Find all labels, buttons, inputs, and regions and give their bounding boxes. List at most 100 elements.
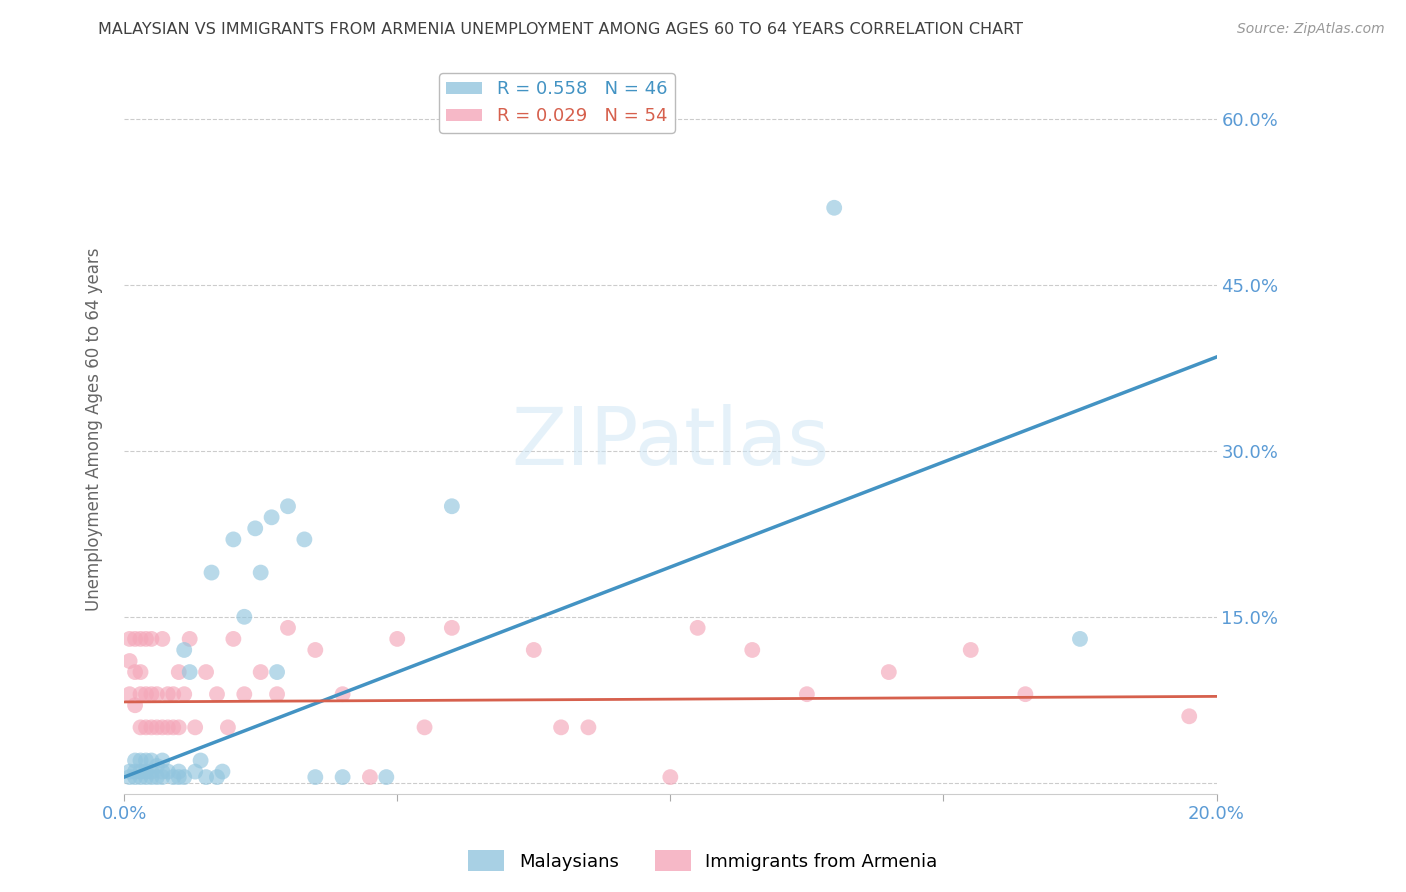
Point: [222, 533, 245, 547]
Point: [823, 201, 845, 215]
Point: [277, 621, 299, 635]
Point: [1069, 632, 1091, 646]
Point: [277, 500, 299, 514]
Point: [146, 770, 169, 784]
Point: [129, 632, 152, 646]
Point: [375, 770, 398, 784]
Point: [150, 632, 173, 646]
Point: [150, 770, 173, 784]
Point: [118, 770, 141, 784]
Point: [146, 687, 169, 701]
Point: [260, 510, 283, 524]
Point: [146, 720, 169, 734]
Point: [124, 770, 146, 784]
Point: [162, 720, 184, 734]
Point: [150, 720, 173, 734]
Point: [124, 698, 146, 713]
Point: [129, 720, 152, 734]
Point: [959, 643, 981, 657]
Point: [150, 764, 173, 779]
Point: [141, 764, 163, 779]
Point: [190, 754, 212, 768]
Point: [135, 764, 157, 779]
Point: [141, 770, 163, 784]
Point: [413, 720, 436, 734]
Point: [135, 754, 157, 768]
Point: [118, 654, 141, 668]
Point: [200, 566, 222, 580]
Point: [146, 759, 169, 773]
Point: [156, 720, 179, 734]
Point: [659, 770, 682, 784]
Point: [162, 687, 184, 701]
Point: [211, 764, 233, 779]
Point: [173, 643, 195, 657]
Point: [118, 632, 141, 646]
Point: [266, 687, 288, 701]
Point: [179, 665, 201, 679]
Point: [135, 770, 157, 784]
Text: MALAYSIAN VS IMMIGRANTS FROM ARMENIA UNEMPLOYMENT AMONG AGES 60 TO 64 YEARS CORR: MALAYSIAN VS IMMIGRANTS FROM ARMENIA UNE…: [98, 22, 1024, 37]
Point: [387, 632, 409, 646]
Point: [233, 609, 256, 624]
Point: [135, 632, 157, 646]
Point: [1014, 687, 1036, 701]
Point: [129, 754, 152, 768]
Point: [156, 687, 179, 701]
Point: [129, 665, 152, 679]
Point: [332, 770, 354, 784]
Point: [179, 632, 201, 646]
Point: [118, 687, 141, 701]
Point: [195, 770, 218, 784]
Point: [205, 770, 228, 784]
Legend: R = 0.558   N = 46, R = 0.029   N = 54: R = 0.558 N = 46, R = 0.029 N = 54: [439, 73, 675, 133]
Point: [217, 720, 239, 734]
Point: [440, 500, 463, 514]
Point: [184, 764, 207, 779]
Y-axis label: Unemployment Among Ages 60 to 64 years: Unemployment Among Ages 60 to 64 years: [86, 247, 103, 611]
Point: [205, 687, 228, 701]
Point: [741, 643, 763, 657]
Point: [173, 687, 195, 701]
Point: [129, 770, 152, 784]
Point: [877, 665, 900, 679]
Point: [1178, 709, 1201, 723]
Point: [141, 720, 163, 734]
Legend: Malaysians, Immigrants from Armenia: Malaysians, Immigrants from Armenia: [461, 843, 945, 879]
Point: [304, 770, 326, 784]
Point: [184, 720, 207, 734]
Point: [359, 770, 381, 784]
Text: ZIPatlas: ZIPatlas: [512, 404, 830, 483]
Point: [195, 665, 218, 679]
Point: [249, 665, 271, 679]
Point: [523, 643, 546, 657]
Point: [266, 665, 288, 679]
Point: [576, 720, 599, 734]
Point: [124, 665, 146, 679]
Point: [550, 720, 572, 734]
Point: [222, 632, 245, 646]
Point: [167, 720, 190, 734]
Point: [332, 687, 354, 701]
Point: [162, 770, 184, 784]
Point: [686, 621, 709, 635]
Point: [304, 643, 326, 657]
Point: [129, 687, 152, 701]
Point: [173, 770, 195, 784]
Point: [135, 720, 157, 734]
Point: [135, 687, 157, 701]
Point: [156, 764, 179, 779]
Point: [167, 665, 190, 679]
Point: [796, 687, 818, 701]
Point: [124, 632, 146, 646]
Point: [167, 770, 190, 784]
Point: [245, 521, 267, 535]
Point: [124, 764, 146, 779]
Point: [167, 764, 190, 779]
Point: [118, 764, 141, 779]
Text: Source: ZipAtlas.com: Source: ZipAtlas.com: [1237, 22, 1385, 37]
Point: [292, 533, 315, 547]
Point: [141, 687, 163, 701]
Point: [129, 764, 152, 779]
Point: [249, 566, 271, 580]
